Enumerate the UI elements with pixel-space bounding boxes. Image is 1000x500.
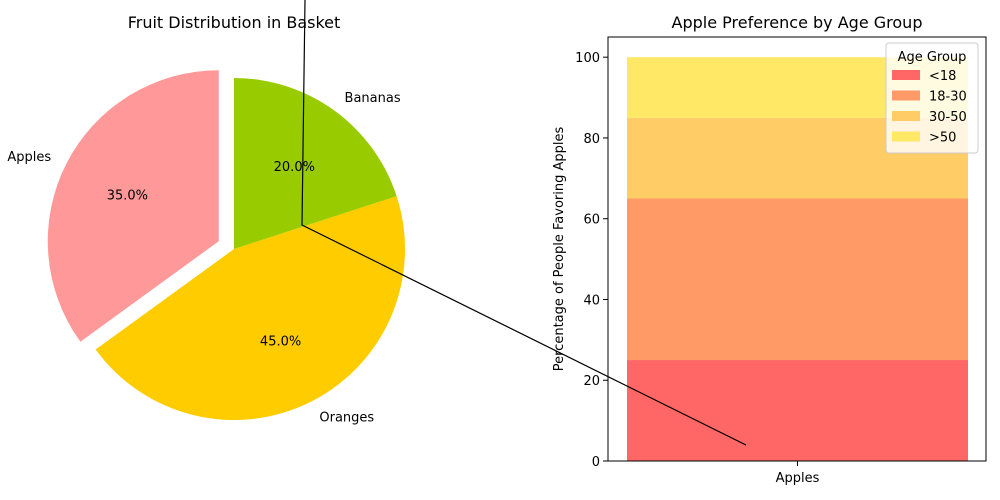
legend-title: Age Group [898,50,967,65]
legend-swatch [892,90,920,101]
pie-slice-bananas [234,78,397,249]
pie-pct-apples: 35.0% [107,189,148,204]
bar-segments [627,57,968,461]
pie-slices [47,70,406,420]
legend-label: 30-50 [929,110,967,125]
pie-pct-oranges: 45.0% [260,334,301,349]
y-tick-label: 0 [592,455,600,470]
pie-chart: Fruit Distribution in Basket Apples 35.0%… [7,13,406,426]
y-axis-ticks: 0 20 40 60 80 100 [575,51,608,470]
y-tick-label: 60 [583,213,600,228]
y-tick-label: 40 [583,293,600,308]
legend-items: <18 18-30 30-50 >50 [892,69,967,146]
pie-labels: Apples 35.0% Oranges 45.0% Bananas 20.0% [7,91,400,426]
bar-chart: Apple Preference by Age Group 0 20 40 60 80 1… [552,13,987,486]
legend-label: <18 [929,69,956,84]
legend-swatch [892,70,920,80]
legend-swatch [892,131,920,142]
bar-title: Apple Preference by Age Group [672,13,923,32]
pie-slice-apples [47,70,219,342]
x-axis-ticks: Apples [776,461,820,486]
x-tick-label: Apples [776,471,820,486]
pie-label-apples: Apples [7,150,51,165]
pie-label-oranges: Oranges [319,411,374,426]
bar-segment-18-30 [627,198,968,361]
pie-title: Fruit Distribution in Basket [128,13,341,32]
connection-line [301,0,747,446]
bar-segment-under-18 [627,360,968,461]
legend-label: >50 [929,131,956,146]
pie-pct-bananas: 20.0% [274,160,315,175]
pie-slice-oranges [95,196,406,420]
pie-label-bananas: Bananas [345,91,401,106]
y-tick-label: 100 [575,51,600,66]
y-tick-label: 20 [583,374,600,389]
legend: Age Group <18 18-30 30-50 >50 [885,42,979,154]
y-axis-label: Percentage of People Favoring Apples [552,127,567,372]
y-tick-label: 80 [583,132,600,147]
legend-swatch [892,111,920,121]
legend-label: 18-30 [929,90,967,105]
